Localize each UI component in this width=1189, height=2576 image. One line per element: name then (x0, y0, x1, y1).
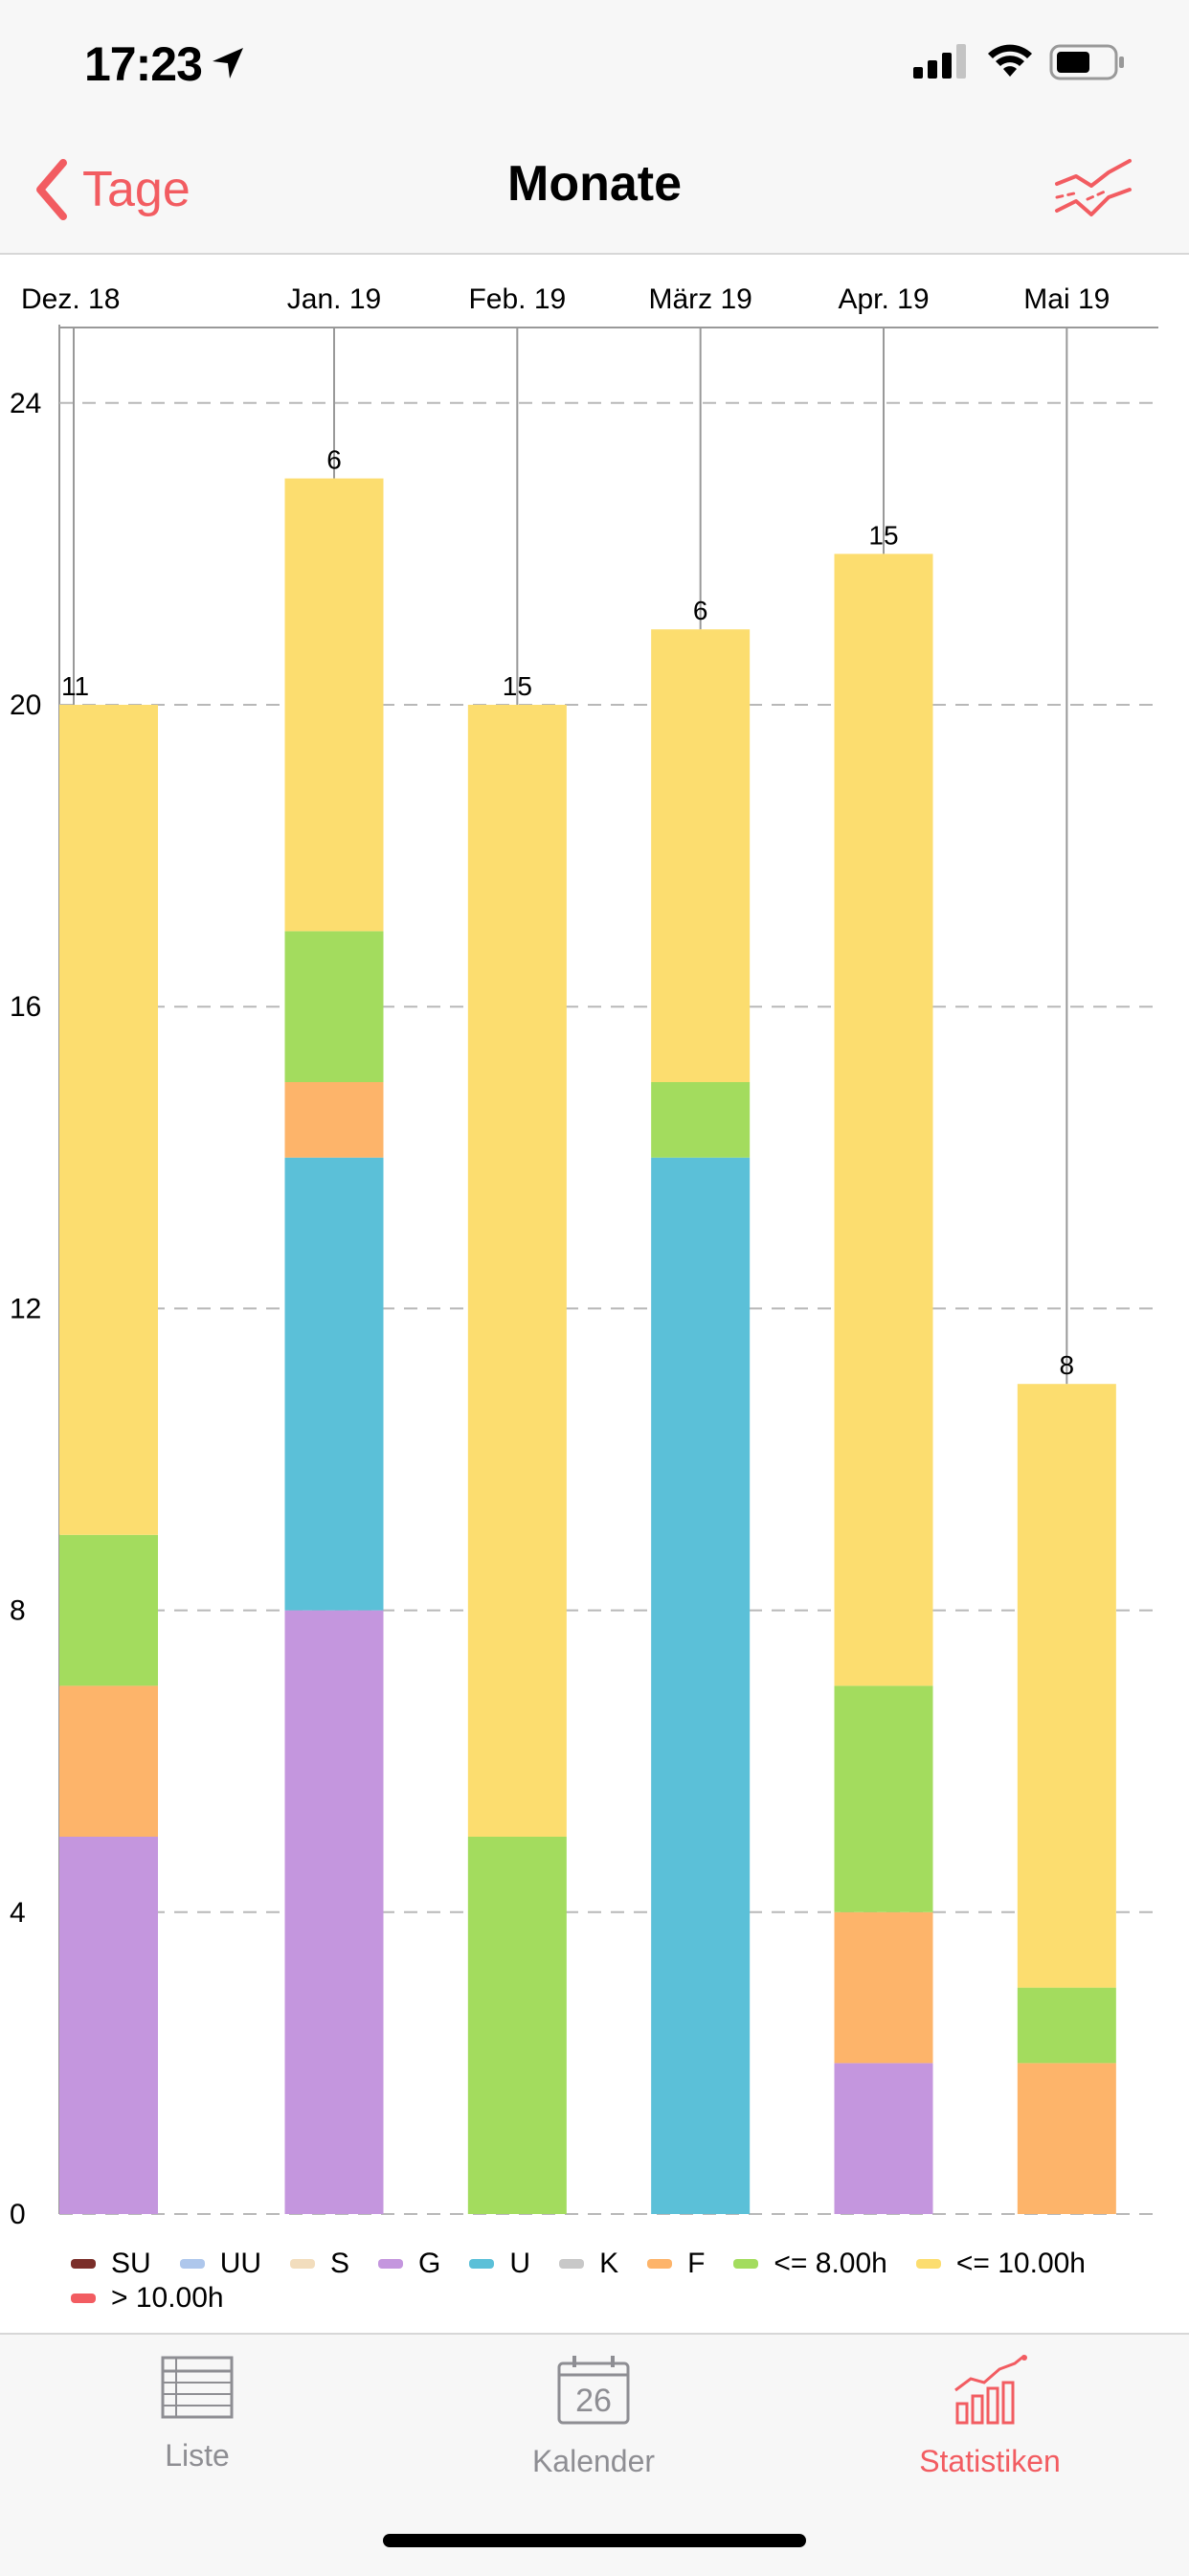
legend-label: S (330, 2248, 350, 2279)
bar-segment (651, 629, 751, 1082)
bar-segment (467, 1837, 567, 2214)
x-tick-label: Jan. 19 (287, 283, 381, 315)
data-label: 15 (868, 520, 898, 550)
y-tick-label: 16 (10, 991, 41, 1023)
legend-item: SU (71, 2247, 151, 2281)
cellular-signal-icon (913, 44, 966, 79)
y-tick-label: 0 (10, 2199, 26, 2230)
x-tick-label: Mai 19 (1023, 283, 1110, 315)
legend-label: K (599, 2248, 619, 2279)
legend-label: F (687, 2248, 706, 2279)
legend-label: <= 8.00h (774, 2248, 887, 2279)
bar-segment (284, 1157, 384, 1611)
data-label: 15 (503, 671, 532, 701)
bar-segment (834, 1911, 933, 2064)
tab-kalender-label: Kalender (531, 2444, 656, 2478)
legend-swatch (179, 2259, 205, 2269)
legend-item: <= 8.00h (733, 2247, 887, 2281)
chart-background (0, 255, 1189, 1375)
y-tick-label: 12 (10, 1293, 41, 1324)
statistics-icon (954, 2354, 1027, 2425)
data-label: 6 (693, 596, 708, 625)
tab-liste-label: Liste (165, 2438, 230, 2473)
tab-statistiken-label: Statistiken (919, 2444, 1061, 2478)
legend-swatch (469, 2259, 495, 2269)
legend-background (0, 1375, 1189, 2333)
legend-item: <= 10.00h (915, 2247, 1086, 2281)
chart-legend: SU UU S G U K F <= 8.00h <= 10.00h > 10.00h (71, 2247, 1143, 2316)
bar-segment (834, 554, 933, 1686)
status-bar: 17:23 (0, 0, 1189, 126)
bar-segment (834, 2063, 933, 2214)
x-tick-label: Apr. 19 (838, 283, 929, 315)
home-indicator (383, 2534, 806, 2547)
legend-label: G (418, 2248, 441, 2279)
legend-swatch (559, 2259, 585, 2269)
y-tick-label: 20 (10, 689, 41, 721)
bar-segment (59, 705, 158, 1535)
legend-item: U (469, 2247, 530, 2281)
legend-label: <= 10.00h (955, 2248, 1086, 2279)
legend-label: UU (219, 2248, 262, 2279)
tab-liste[interactable]: Liste (54, 2354, 341, 2474)
tab-kalender[interactable]: 26 Kalender (450, 2354, 737, 2479)
legend-label: SU (111, 2248, 151, 2279)
x-tick-label: März 19 (648, 283, 752, 315)
calendar-icon: 26 (557, 2356, 630, 2425)
bar-segment (59, 1685, 158, 1837)
legend-swatch (290, 2259, 316, 2269)
legend-label: > 10.00h (111, 2282, 224, 2314)
bar-segment (284, 1082, 384, 1158)
calendar-day-number: 26 (575, 2383, 612, 2419)
back-button[interactable]: Tage (34, 159, 191, 220)
tab-statistiken[interactable]: Statistiken (846, 2354, 1133, 2479)
y-tick-label: 24 (10, 388, 41, 419)
data-label: 6 (326, 445, 342, 475)
bar-segment (59, 1534, 158, 1686)
location-arrow-icon (213, 48, 243, 79)
bar-segment (1017, 2063, 1116, 2214)
wifi-icon (988, 44, 1032, 77)
bar-segment (284, 931, 384, 1082)
x-tick-label: Feb. 19 (468, 283, 566, 315)
page-title: Monate (507, 156, 682, 212)
legend-item: > 10.00h (71, 2281, 224, 2316)
legend-item: F (647, 2247, 705, 2281)
navigation-bar: Tage Monate (0, 126, 1189, 255)
legend-item: G (378, 2247, 440, 2281)
bar-segment (651, 1082, 751, 1158)
trend-chart-icon[interactable] (1053, 155, 1139, 224)
legend-swatch (733, 2259, 759, 2269)
status-time: 17:23 (84, 37, 203, 91)
y-tick-label: 8 (10, 1595, 26, 1627)
x-tick-label: Dez. 18 (21, 283, 120, 315)
bar-segment (834, 1685, 933, 1912)
legend-swatch (378, 2259, 404, 2269)
legend-swatch (647, 2259, 673, 2269)
legend-swatch (71, 2294, 96, 2303)
bar-segment (284, 478, 384, 932)
y-tick-label: 4 (10, 1897, 26, 1929)
bar-segment (651, 1157, 751, 2214)
bar-segment (59, 1837, 158, 2214)
battery-icon (1049, 44, 1124, 80)
legend-item: K (559, 2247, 618, 2281)
legend-item: S (290, 2247, 349, 2281)
bar-segment (1017, 1384, 1116, 1988)
legend-item: UU (179, 2247, 262, 2281)
data-label: 11 (61, 671, 89, 701)
bar-segment (467, 705, 567, 1837)
legend-swatch (915, 2259, 941, 2269)
legend-label: U (509, 2248, 531, 2279)
list-icon (161, 2356, 234, 2419)
bar-segment (1017, 1987, 1116, 2064)
chevron-left-icon (36, 159, 67, 220)
bar-segment (284, 1610, 384, 2214)
back-button-label: Tage (82, 162, 191, 217)
legend-swatch (71, 2259, 96, 2269)
data-label: 8 (1060, 1350, 1075, 1380)
